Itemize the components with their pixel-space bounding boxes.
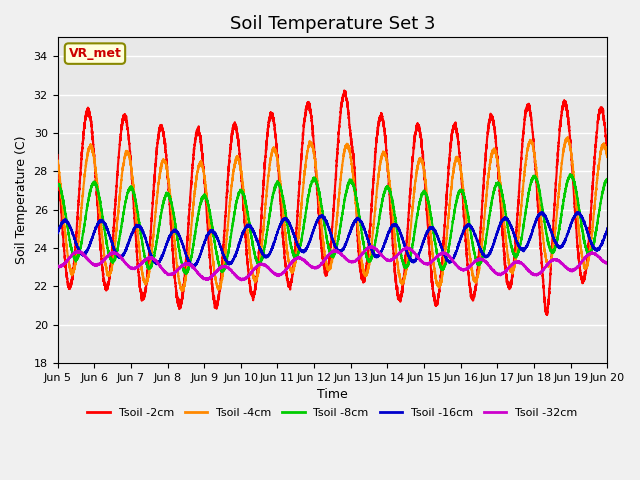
Legend: Tsoil -2cm, Tsoil -4cm, Tsoil -8cm, Tsoil -16cm, Tsoil -32cm: Tsoil -2cm, Tsoil -4cm, Tsoil -8cm, Tsoi… <box>83 404 582 422</box>
Title: Soil Temperature Set 3: Soil Temperature Set 3 <box>230 15 435 33</box>
X-axis label: Time: Time <box>317 388 348 401</box>
Y-axis label: Soil Temperature (C): Soil Temperature (C) <box>15 136 28 264</box>
Text: VR_met: VR_met <box>68 47 122 60</box>
